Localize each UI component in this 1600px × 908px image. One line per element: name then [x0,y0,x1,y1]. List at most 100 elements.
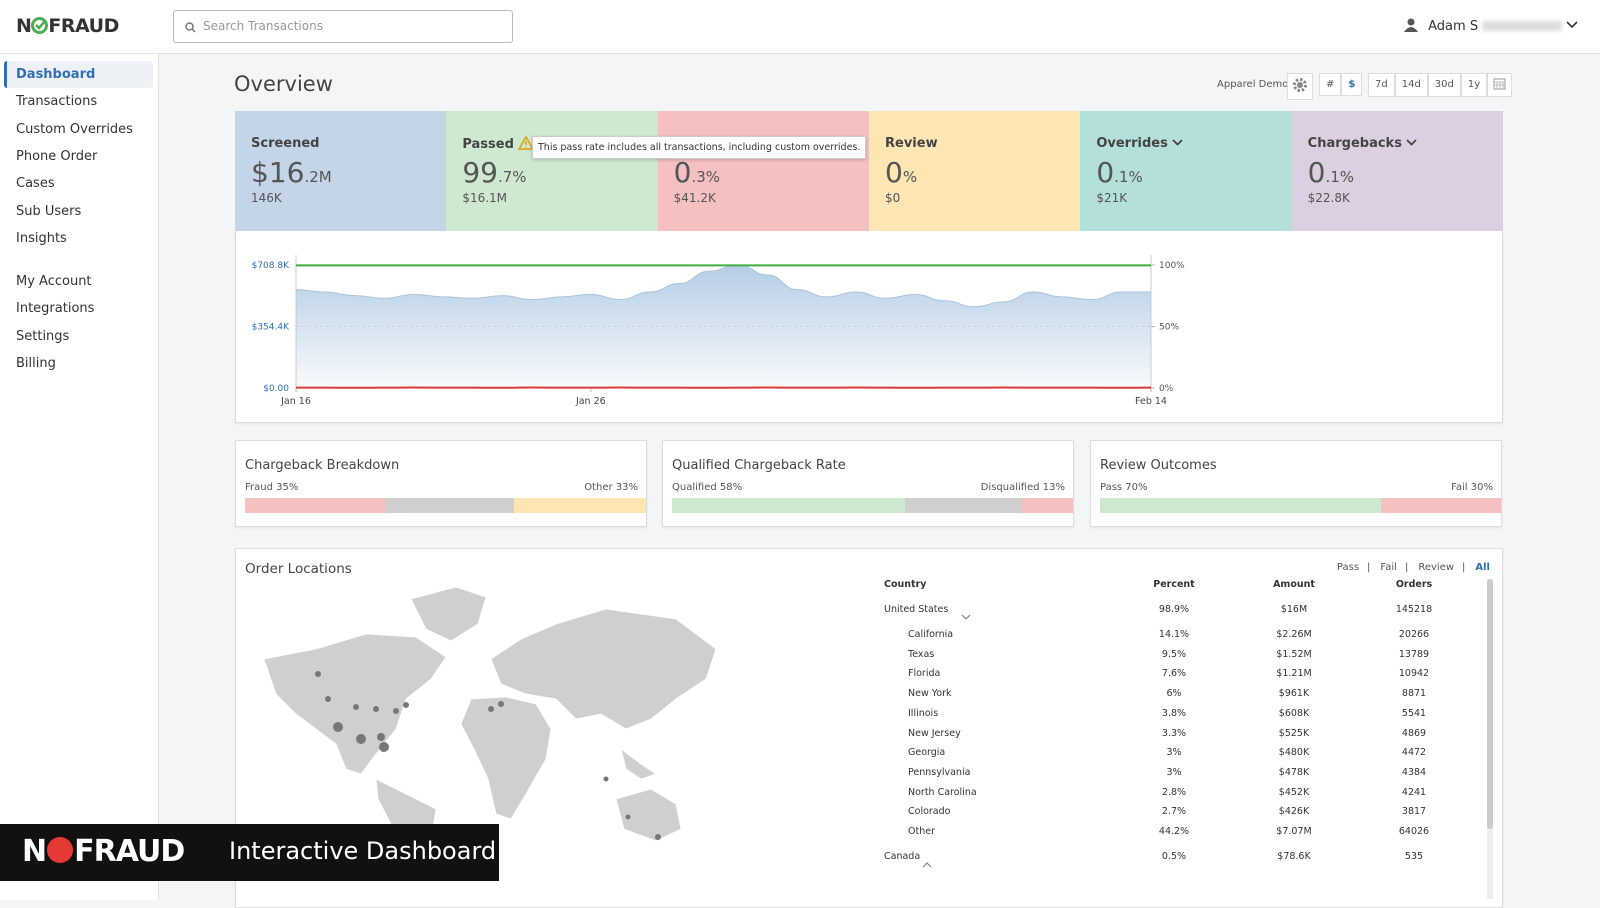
range-button[interactable]: 30d [1428,73,1461,97]
table-cell: $78.6K [1254,851,1334,862]
nav-item[interactable]: Integrations [16,301,94,316]
filter[interactable]: Pass [1337,562,1359,573]
nav-item[interactable]: Sub Users [16,204,81,219]
table-cell: 44.2% [1134,826,1214,837]
table-cell: 0.5% [1134,851,1214,862]
table-cell: Illinois [884,708,1084,719]
table-cell: 6% [1134,688,1214,699]
blur [1482,21,1562,31]
gear [1292,77,1308,93]
stacked-bar [245,498,646,513]
card-sub: $41.2K [674,191,869,205]
filter[interactable]: Fail [1380,562,1397,573]
card-value-decimal: % [903,168,917,186]
card-title: Chargebacks [1308,136,1503,154]
card-value-decimal: .7% [498,168,527,186]
nav-item[interactable]: Transactions [16,94,97,109]
panel-title: Qualified Chargeback Rate [672,458,846,473]
segment [245,498,385,513]
sidebar: Dashboard Transactions Custom Overrides Pho… [0,54,159,900]
mode-button[interactable]: # [1319,73,1341,96]
card-title: Overrides [1096,136,1291,154]
area [296,265,1151,388]
stat-card[interactable]: Overrides 0.1%$21K [1080,111,1291,231]
card-value: 0.3% [674,156,869,189]
segment-label: Disqualified 13% [981,482,1065,493]
table-cell: 10942 [1374,668,1454,679]
logo-icon [46,836,74,864]
range-button[interactable]: 14d [1395,73,1428,97]
table-cell: Colorado [884,806,1084,817]
nav-item[interactable]: Dashboard [16,67,95,82]
card-value-main: 0 [1096,156,1114,189]
table-cell: 98.9% [1134,604,1214,615]
table-cell: 3% [1134,747,1214,758]
scrollbar [1487,579,1493,899]
card-value: $16.2M [251,156,446,189]
filter[interactable]: All [1475,562,1490,573]
nav-item[interactable]: Cases [16,176,55,191]
card-value-main: 0 [885,156,903,189]
table-cell: Orders [1374,579,1454,590]
table-cell: Percent [1134,579,1214,590]
table-cell: $1.21M [1254,668,1334,679]
stacked-bar [1100,498,1501,513]
table-cell: $478K [1254,767,1334,778]
table-cell[interactable]: Canada [884,851,1084,862]
segment [514,498,646,513]
x-tick-label: Jan 16 [280,396,311,407]
nav-item[interactable]: My Account [16,274,92,289]
logo-text: N [16,15,31,37]
segment [905,498,1021,513]
table-cell[interactable]: United States [884,604,1084,615]
table-cell: Country [884,579,1084,590]
nav-item[interactable]: Insights [16,231,67,246]
calendar-button[interactable] [1487,73,1512,97]
stat-card[interactable]: Chargebacks 0.1%$22.8K [1292,111,1503,231]
card-value-decimal: .2M [304,168,331,186]
table-cell: 4472 [1374,747,1454,758]
nav-item[interactable]: Custom Overrides [16,122,133,137]
stat-card[interactable]: 0.3% $41.2K [658,111,869,231]
stat-card[interactable]: Passed 99.7%$16.1M [446,111,657,231]
mode-button[interactable]: $ [1341,73,1362,96]
chevron [1406,139,1417,147]
card-title-text: Chargebacks [1308,136,1402,151]
range-button[interactable]: 1y [1461,73,1487,97]
table-cell: $7.07M [1254,826,1334,837]
table-cell: 3.3% [1134,728,1214,739]
nav-item[interactable]: Billing [16,356,56,371]
card-sub: $22.8K [1308,191,1503,205]
x-tick-label: Feb 14 [1135,396,1167,407]
account: Apparel Demo [1217,79,1288,90]
segment [672,498,905,513]
user-icon [1404,18,1418,32]
chevron [1566,20,1578,30]
table-cell: New Jersey [884,728,1084,739]
filter[interactable]: Review [1418,562,1454,573]
search-box[interactable]: Search Transactions [173,10,513,43]
table-cell: Pennsylvania [884,767,1084,778]
expand-chevron[interactable] [961,606,971,625]
range-button[interactable]: 7d [1368,73,1395,97]
nav-item[interactable]: Settings [16,329,69,344]
card-value: 0.1% [1096,156,1291,189]
logo-icon [31,17,48,34]
x-tick-label: Jan 26 [575,396,606,407]
expand-chevron[interactable] [922,853,932,872]
table-cell: 535 [1374,851,1454,862]
table-cell: $16M [1254,604,1334,615]
user-menu[interactable]: Adam S [1404,18,1578,34]
nav-item[interactable]: Phone Order [16,149,97,164]
settings-button[interactable] [1287,73,1313,100]
card-value-decimal: .1% [1114,168,1143,186]
table-cell: 20266 [1374,629,1454,640]
